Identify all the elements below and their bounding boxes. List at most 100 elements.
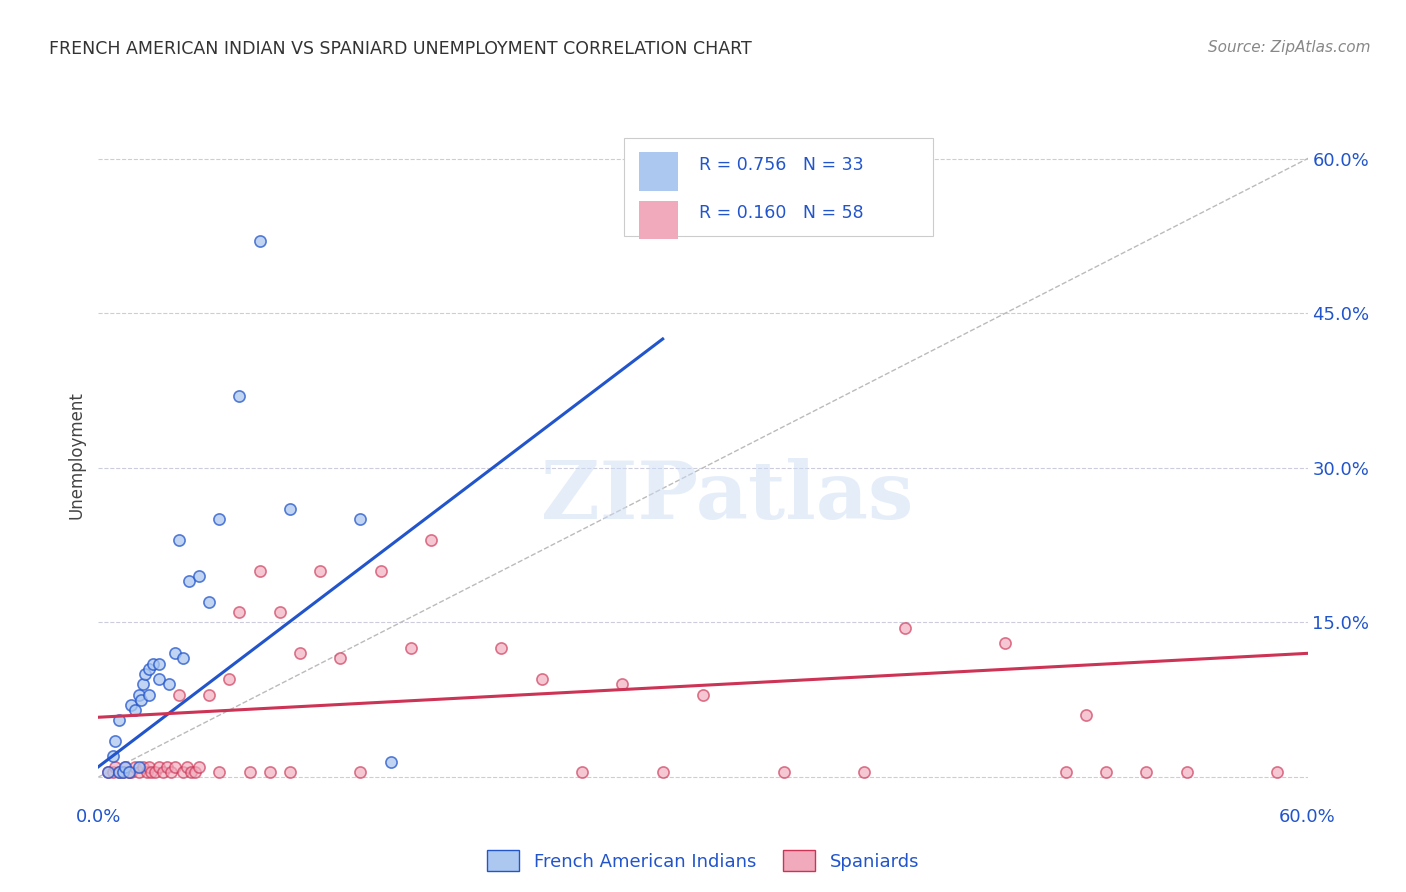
FancyBboxPatch shape <box>638 153 678 191</box>
Text: Source: ZipAtlas.com: Source: ZipAtlas.com <box>1208 40 1371 55</box>
Point <box>172 651 194 665</box>
Point <box>218 672 240 686</box>
Point <box>156 760 179 774</box>
Text: ZIPatlas: ZIPatlas <box>541 458 914 536</box>
Point <box>152 764 174 779</box>
Point <box>188 760 211 774</box>
Text: R = 0.756   N = 33: R = 0.756 N = 33 <box>699 156 865 174</box>
Point <box>228 605 250 619</box>
Point <box>118 764 141 779</box>
Text: FRENCH AMERICAN INDIAN VS SPANIARD UNEMPLOYMENT CORRELATION CHART: FRENCH AMERICAN INDIAN VS SPANIARD UNEMP… <box>49 40 752 58</box>
Point <box>228 389 250 403</box>
Point <box>176 760 198 774</box>
Point <box>97 764 120 779</box>
Point <box>278 502 301 516</box>
Point <box>994 636 1017 650</box>
Point <box>132 760 155 774</box>
Point <box>148 672 170 686</box>
Point <box>893 621 915 635</box>
Point <box>208 764 231 779</box>
Point <box>288 646 311 660</box>
Point <box>124 703 146 717</box>
FancyBboxPatch shape <box>624 138 932 235</box>
Point <box>269 605 291 619</box>
Point <box>120 698 142 712</box>
Point <box>167 533 190 547</box>
Point <box>1135 764 1157 779</box>
Point <box>172 764 194 779</box>
Point <box>239 764 262 779</box>
Point <box>142 657 165 671</box>
Point <box>114 760 136 774</box>
Point <box>380 755 402 769</box>
Point <box>138 688 160 702</box>
Point <box>1074 708 1097 723</box>
Point <box>249 234 271 248</box>
Point <box>118 764 141 779</box>
Point <box>772 764 794 779</box>
Point <box>148 657 170 671</box>
Point <box>198 595 221 609</box>
Point <box>120 764 142 779</box>
Point <box>143 764 166 779</box>
Point <box>692 688 714 702</box>
Point <box>208 512 231 526</box>
Point <box>134 667 156 681</box>
Point <box>259 764 281 779</box>
Point <box>138 662 160 676</box>
FancyBboxPatch shape <box>638 201 678 239</box>
Point <box>571 764 593 779</box>
Point <box>184 764 207 779</box>
Point <box>107 714 129 728</box>
Point <box>491 641 513 656</box>
Point <box>139 764 162 779</box>
Point <box>163 646 186 660</box>
Point <box>179 574 201 589</box>
Point <box>1175 764 1198 779</box>
Point <box>129 692 152 706</box>
Point <box>101 764 124 779</box>
Point <box>138 760 160 774</box>
Point <box>612 677 634 691</box>
Point <box>107 764 129 779</box>
Point <box>370 564 392 578</box>
Point <box>1095 764 1118 779</box>
Point <box>530 672 553 686</box>
Point <box>128 688 150 702</box>
Point <box>349 764 371 779</box>
Point <box>160 764 183 779</box>
Point <box>198 688 221 702</box>
Point <box>157 677 180 691</box>
Point <box>188 569 211 583</box>
Point <box>853 764 876 779</box>
Point <box>103 760 125 774</box>
Point <box>309 564 332 578</box>
Point <box>132 677 155 691</box>
Point <box>128 760 150 774</box>
Point <box>124 760 146 774</box>
Point <box>107 764 129 779</box>
Point <box>651 764 673 779</box>
Point <box>114 760 136 774</box>
Legend: French American Indians, Spaniards: French American Indians, Spaniards <box>479 843 927 879</box>
Point <box>399 641 422 656</box>
Point <box>101 749 124 764</box>
Point <box>1267 764 1289 779</box>
Point <box>1054 764 1077 779</box>
Point <box>278 764 301 779</box>
Point <box>128 764 150 779</box>
Point <box>103 734 125 748</box>
Point <box>111 764 134 779</box>
Point <box>180 764 202 779</box>
Text: R = 0.160   N = 58: R = 0.160 N = 58 <box>699 204 865 222</box>
Point <box>97 764 120 779</box>
Point <box>329 651 352 665</box>
Point <box>148 760 170 774</box>
Point <box>111 764 134 779</box>
Y-axis label: Unemployment: Unemployment <box>67 391 86 519</box>
Point <box>420 533 443 547</box>
Point <box>163 760 186 774</box>
Point <box>167 688 190 702</box>
Point <box>349 512 371 526</box>
Point <box>249 564 271 578</box>
